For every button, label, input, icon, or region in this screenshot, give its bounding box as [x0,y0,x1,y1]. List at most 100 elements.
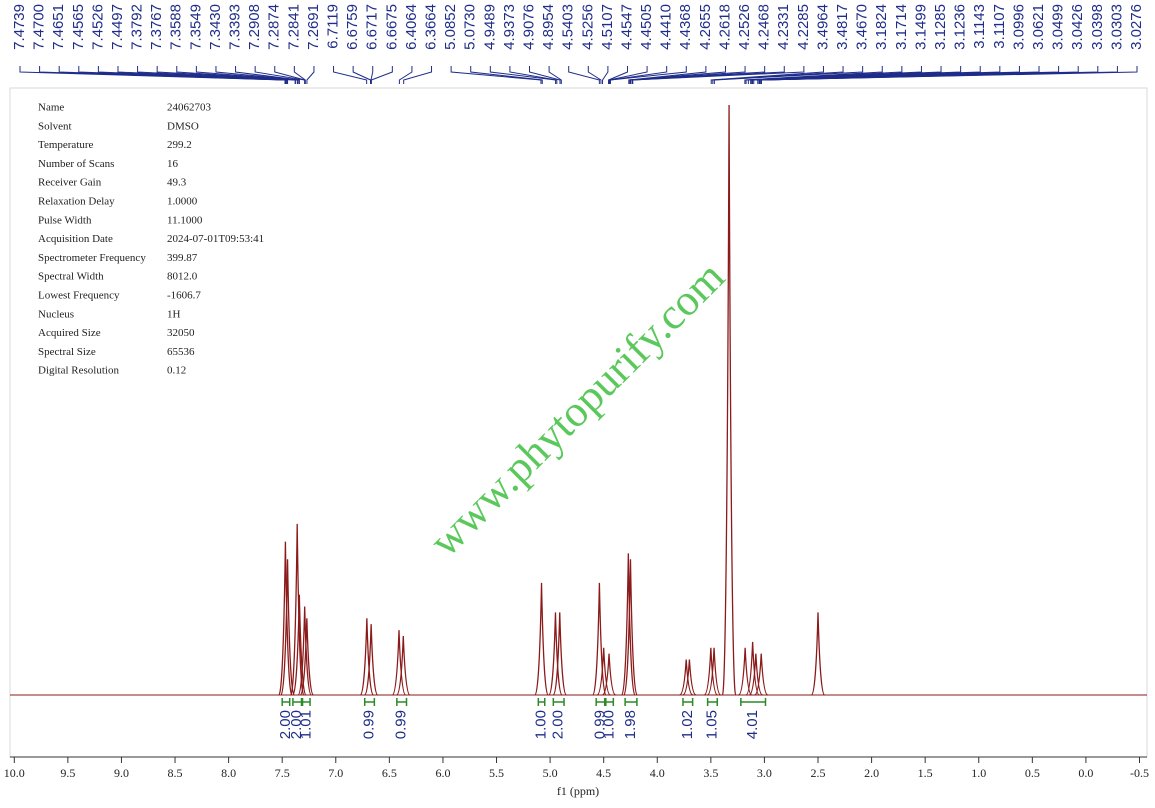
peak-label: 7.4739 [11,4,28,50]
x-tick-label: 9.0 [114,766,129,780]
integral-label: 1.98 [622,710,639,739]
integral-label: 1.05 [703,710,720,739]
peak-leader [745,66,903,84]
peak-leader [489,66,557,84]
peak-leader [602,66,609,84]
peak-leader [333,66,368,84]
peak [534,582,549,696]
x-tick-label: 7.5 [275,766,290,780]
param-value: 49.3 [167,177,187,189]
peak-label: 7.4700 [31,4,48,50]
integral-label: 1.01 [297,710,314,739]
peak-label: 7.3549 [187,4,204,50]
peak [297,606,312,696]
x-tick-label: 1.0 [971,766,986,780]
peak-leader [744,66,883,84]
peak-label: 3.0621 [1030,4,1047,50]
peak-label: 7.3430 [207,4,224,50]
peak-leader [760,66,1138,84]
peak-label: 7.2841 [285,4,302,50]
x-tick-label: 6.0 [435,766,450,780]
peak-label: 3.1714 [893,4,910,50]
param-name: Spectral Width [38,271,104,283]
peak-label: 3.4817 [834,4,851,50]
peak-label: 6.6717 [364,4,381,50]
peak-leader [470,66,543,84]
peak-leader [195,66,299,84]
param-name: Lowest Frequency [38,290,120,302]
peak-leader [629,66,746,84]
peak [738,647,753,696]
peak-label: 4.4368 [677,4,694,50]
peak-label: 6.6675 [383,4,400,50]
peak-label: 3.0499 [1050,4,1067,50]
param-value: 11.1000 [167,214,203,226]
peak-label: 4.2331 [775,4,792,50]
peak-leader [632,66,805,84]
param-value: 399.87 [167,252,198,264]
peak [359,618,375,696]
x-tick-label: 2.5 [811,766,826,780]
integral-bracket [396,698,408,706]
peak [278,541,293,696]
peak-label: 7.3393 [227,4,244,50]
x-tick-label: 6.5 [382,766,397,780]
param-value: 0.12 [167,365,186,377]
watermark: www.phytopurify.com [420,252,734,566]
peak-label: 6.7119 [325,4,342,49]
integral-label: 1.00 [601,710,618,739]
integral-bracket [740,698,767,706]
integral-bracket [595,698,606,706]
integral-bracket [552,698,565,706]
x-tick-label: 3.0 [757,766,772,780]
peak-label: 4.2618 [716,4,733,50]
peak-label: 4.9076 [520,4,537,50]
integral-label: 2.00 [277,710,294,739]
peak-label: 4.4505 [638,4,655,50]
peak-leader [509,66,558,84]
x-tick-label: 9.5 [60,766,75,780]
x-tick-label: 4.0 [650,766,665,780]
integral-bracket [605,698,615,706]
peak-label: 3.4670 [854,4,871,50]
param-name: Digital Resolution [38,365,119,377]
peak-leader [450,66,542,84]
param-value: 299.2 [167,139,192,151]
param-name: Relaxation Delay [38,196,115,208]
peak-label: 3.0398 [1089,4,1106,50]
peak-label: 3.1824 [873,4,890,50]
integral-bracket [281,698,291,706]
peak-leader [568,66,600,84]
integral-bracket [301,698,311,706]
param-name: Acquired Size [38,327,101,339]
peak-label: 4.2655 [697,4,714,50]
peak-label: 6.4064 [403,4,420,50]
peak-label: 3.0426 [1069,4,1086,50]
param-value: 65536 [167,346,195,358]
x-tick-label: 10.0 [4,766,25,780]
peak-label: 3.0276 [1128,4,1145,50]
param-name: Number of Scans [38,158,114,170]
peak [280,559,295,696]
peak-leader [370,66,393,84]
param-name: Nucleus [38,308,74,320]
x-tick-label: 8.0 [221,766,236,780]
peak [682,659,697,696]
integral-label: 1.00 [532,710,549,739]
peak-leader [548,66,562,84]
peak-leader [710,66,824,84]
peak-label: 3.1499 [912,4,929,50]
param-value: 2024-07-01T09:53:41 [167,233,264,245]
peak-label: 7.4651 [50,4,67,50]
peak-label: 4.8954 [540,4,557,50]
peak [623,559,638,696]
peak-leader [712,66,844,84]
peak [703,647,718,696]
peak [748,653,763,696]
peak-leader [608,66,648,84]
param-name: Solvent [38,120,72,132]
peak [754,653,769,696]
peak-label: 5.0730 [462,4,479,50]
peak [552,612,567,696]
